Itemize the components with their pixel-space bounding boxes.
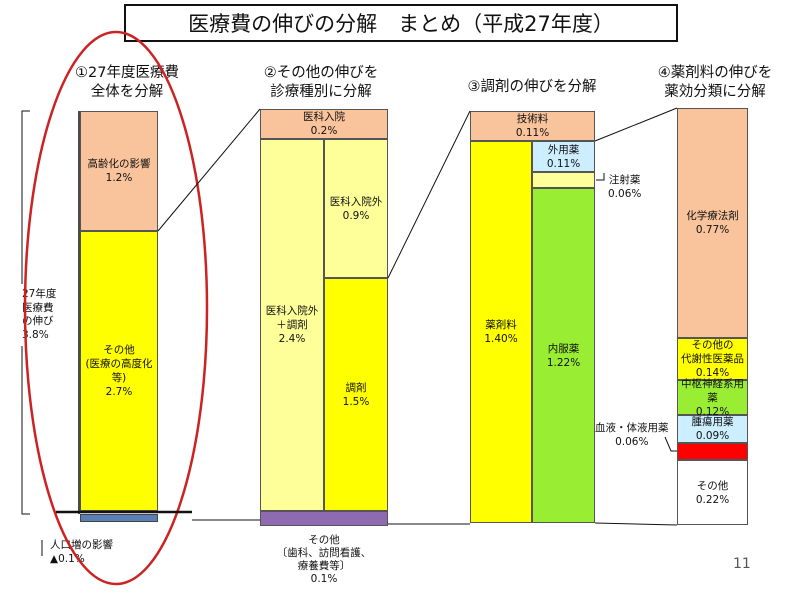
panel2-heading: ②その他の伸びを 診療種別に分解 [240, 64, 402, 102]
panel1-population-bar [80, 514, 158, 522]
panel3-oral-name: 内服薬 [547, 342, 580, 355]
panel2-other-detail-line2: 療養費等 [297, 560, 340, 572]
bracket-right: 〕 [339, 560, 351, 572]
panel3-oral-value: 1.22% [546, 356, 581, 369]
injection-leader [596, 173, 605, 181]
panel2-inpatient-segment: 医科入院 0.2% [260, 109, 388, 139]
panel3-external-name: 外用薬 [547, 143, 580, 156]
connector-p3-p4-bottom [594, 522, 678, 526]
panel1-total-label: 27年度 医療費 の伸び 3.8% [22, 288, 56, 342]
panel1-heading: ①27年度医療費 全体を分解 [62, 64, 192, 102]
panel4-chemo-name: 化学療法剤 [686, 210, 739, 222]
panel2-other-value: 0.1% [310, 573, 338, 585]
page-number: 11 [733, 556, 751, 572]
panel4-tumor-segment: 腫瘍用薬 0.09% [677, 415, 748, 443]
panel4-chemo-segment: 化学療法剤 0.77% [677, 108, 748, 338]
panel2-dispensing-segment: 調剤 1.5% [324, 278, 388, 511]
panel2-other-bar [260, 511, 388, 526]
panel2-outpatient-segment: 医科入院外 0.9% [324, 139, 388, 278]
panel1-total-line1: 27年度 [22, 288, 57, 300]
panel2-other-label: その他 〔歯科、訪問看護、 療養費等〕 0.1% [244, 534, 404, 586]
panel1-bracket-top [21, 110, 30, 284]
panel4-cns-name: 中枢神経系用薬 [681, 377, 744, 404]
panel2-other-detail: 〔歯科、訪問看護、 [244, 547, 404, 560]
panel2-dispensing-name: 調剤 [345, 381, 367, 394]
panel4-cns-segment: 中枢神経系用薬 0.12% [677, 377, 748, 418]
panel4-blood-label: 血液・体液用薬 0.06% [595, 421, 669, 449]
panel2-inpatient-name: 医科入院 [303, 111, 345, 123]
panel1-other-segment: その他 (医療の高度化等) 2.7% [80, 231, 158, 511]
panel3-drug-cost-segment: 薬剤料 1.40% [470, 141, 532, 523]
panel4-cns-value: 0.12% [695, 405, 730, 418]
slide-title: 医療費の伸びの分解 まとめ（平成27年度） [124, 4, 678, 42]
panel4-metabolic-segment: その他の 代謝性医薬品 0.14% [677, 338, 748, 380]
panel2-other-detail-line1: 歯科、訪問看護、 [287, 547, 372, 559]
panel3-injection-value: 0.06% [608, 188, 642, 200]
panel3-injection-name: 注射薬 [608, 174, 641, 186]
panel2-outpatient-dispensing-segment: 医科入院外 ＋調剤 2.4% [260, 139, 324, 511]
panel2-heading-line1: ②その他の伸びを [263, 65, 379, 81]
connector-p3-p4 [594, 107, 678, 142]
blood-leader [664, 436, 677, 452]
panel4-blood-name: 血液・体液用薬 [595, 422, 669, 434]
panel4-chemo-value: 0.77% [695, 224, 730, 236]
panel4-blood-value: 0.06% [615, 436, 649, 448]
panel2-inpatient-value: 0.2% [310, 125, 338, 137]
panel3-injection-segment [532, 172, 595, 188]
slide-title-text: 医療費の伸びの分解 まとめ（平成27年度） [188, 12, 614, 36]
panel4-heading-line2: 薬効分類に分解 [664, 84, 766, 100]
panel3-drug-cost-name: 薬剤料 [485, 319, 517, 331]
panel1-total-line3: の伸び [22, 315, 54, 327]
panel3-external-value: 0.11% [546, 157, 581, 170]
panel3-technical-segment: 技術料 0.11% [470, 111, 595, 141]
panel3-injection-label: 注射薬 0.06% [608, 173, 641, 201]
panel4-other-segment: その他 0.22% [677, 460, 748, 525]
panel3-heading: ③調剤の伸びを分解 [467, 79, 597, 95]
connector-p2-p3 [387, 110, 471, 279]
panel3-oral-segment: 内服薬 1.22% [532, 188, 595, 523]
panel2-outdisp-line2: ＋調剤 [276, 319, 308, 331]
panel3-technical-name: 技術料 [516, 113, 549, 125]
panel1-heading-line2: 全体を分解 [90, 84, 164, 100]
panel1-population-name: 人口増の影響 [50, 539, 113, 551]
panel4-other-name: その他 [696, 479, 729, 492]
panel4-tumor-name: 腫瘍用薬 [691, 416, 734, 428]
panel4-tumor-value: 0.09% [695, 430, 730, 442]
highlight-oval [23, 30, 209, 586]
panel1-aging-name: 高齢化の影響 [87, 158, 151, 170]
panel1-bracket-bottom [21, 346, 30, 515]
panel3-technical-value: 0.11% [515, 127, 550, 139]
bracket-left: 〔 [276, 547, 288, 559]
panel2-dispensing-value: 1.5% [342, 395, 370, 408]
panel1-total-line4: 3.8% [22, 328, 49, 341]
panel2-heading-line2: 診療種別に分解 [270, 84, 372, 100]
panel1-other-name: その他 [103, 344, 135, 356]
panel1-aging-segment: 高齢化の影響 1.2% [80, 111, 158, 231]
panel4-metabolic-value: 0.14% [695, 367, 730, 379]
panel2-outdisp-value: 2.4% [278, 333, 306, 345]
panel1-other-value: 2.7% [105, 386, 133, 398]
panel4-heading-line1: ④薬剤料の伸びを [657, 65, 773, 81]
panel4-heading: ④薬剤料の伸びを 薬効分類に分解 [640, 64, 790, 102]
panel2-outpatient-name: 医科入院外 [329, 195, 383, 208]
panel3-external-segment: 外用薬 0.11% [532, 141, 595, 172]
panel4-other-value: 0.22% [695, 493, 730, 506]
panel1-other-sub: (医療の高度化等) [85, 358, 153, 384]
panel1-heading-line1: ①27年度医療費 [75, 65, 179, 81]
panel4-blood-segment [677, 443, 748, 460]
panel4-metabolic-line2: 代謝性医薬品 [681, 353, 744, 365]
connector-p1-p2 [157, 108, 261, 232]
panel1-aging-value: 1.2% [105, 172, 133, 184]
panel2-outdisp-line1: 医科入院外 [265, 305, 319, 317]
panel2-outpatient-value: 0.9% [342, 209, 370, 222]
panel2-other-name: その他 [308, 534, 340, 546]
panel3-drug-cost-value: 1.40% [484, 333, 518, 345]
panel4-metabolic-line1: その他の [691, 339, 734, 351]
panel1-total-line2: 医療費 [22, 301, 54, 314]
panel2-other-detail-2: 療養費等〕 [244, 560, 404, 573]
